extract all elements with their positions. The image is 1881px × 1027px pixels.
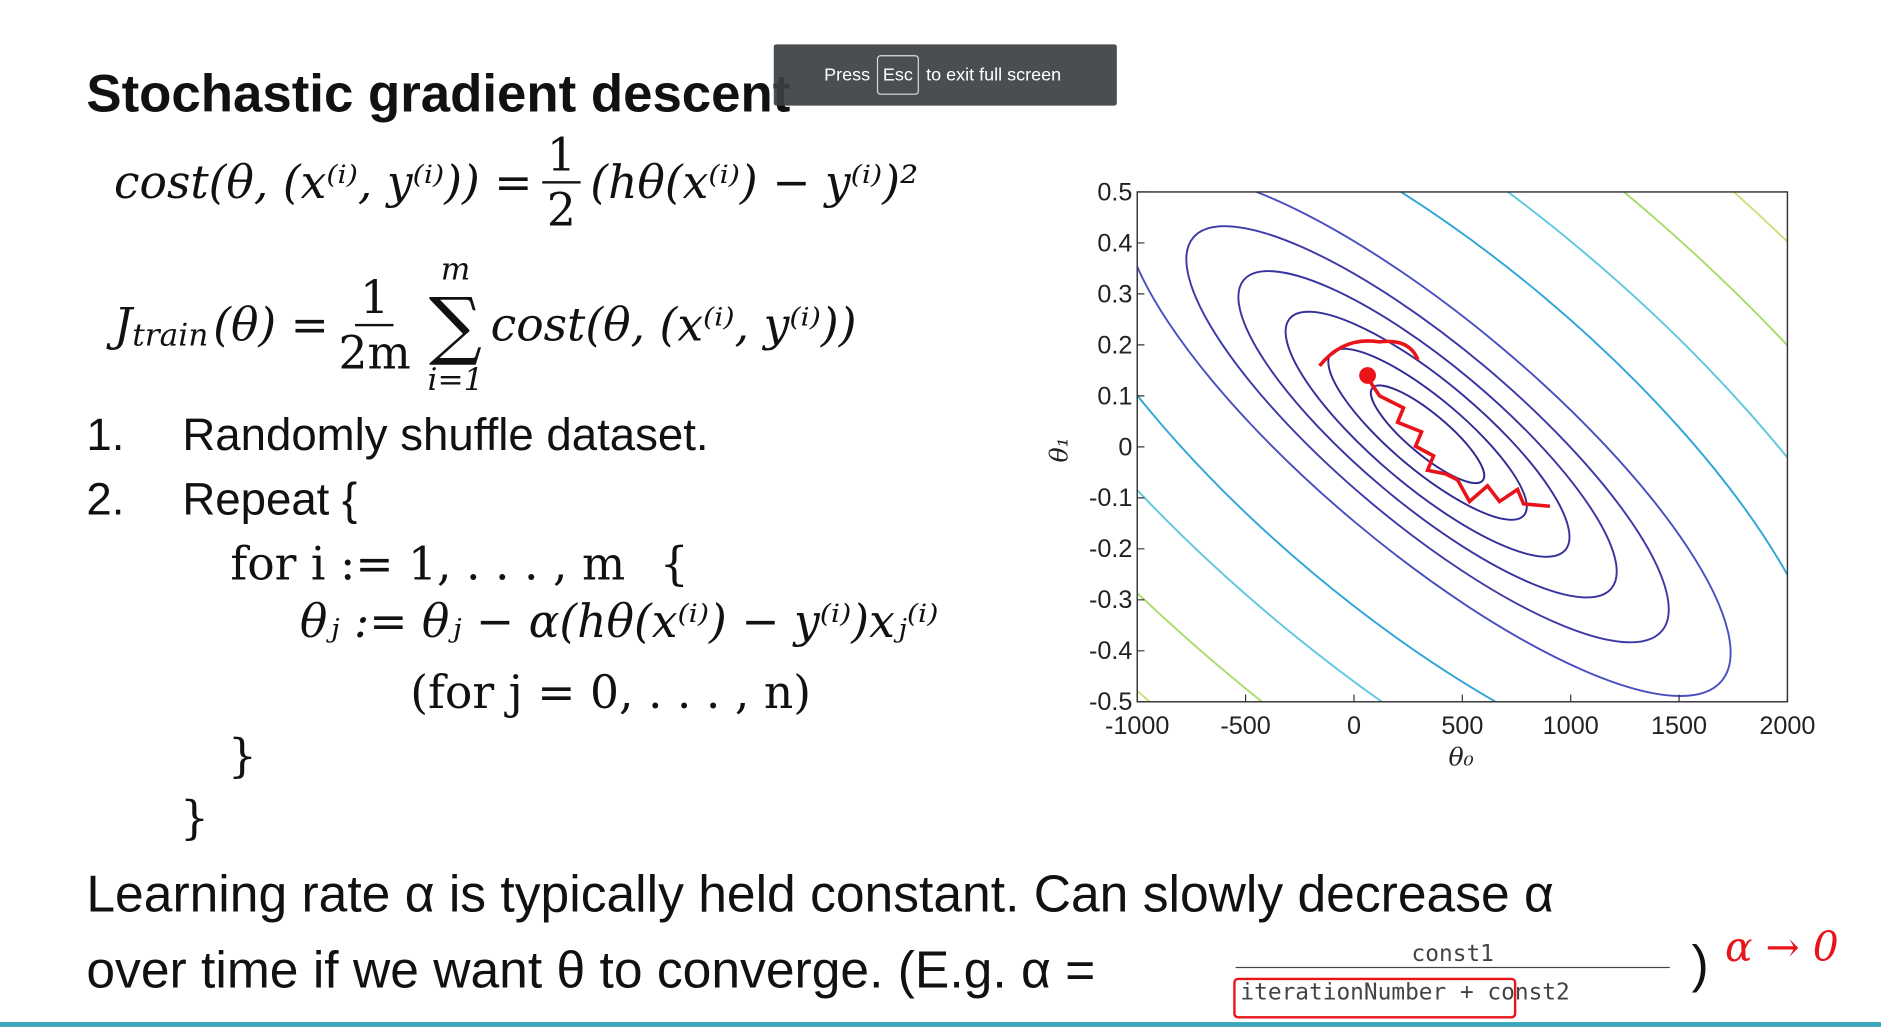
fraction: 1 2m	[338, 271, 410, 379]
sum-sign: ∑	[428, 280, 483, 369]
x-tick-label: 0	[1347, 712, 1361, 740]
y-tick-label: 0.5	[1097, 178, 1132, 206]
y-tick-label: 0.4	[1097, 229, 1132, 257]
contour	[1137, 191, 1788, 702]
y-tick-label: 0.3	[1097, 280, 1132, 308]
footer-line: over time if we want θ to converge. (E.g…	[86, 941, 1096, 1000]
y-tick-label: 0	[1118, 433, 1132, 461]
numerator: const1	[1235, 941, 1670, 969]
key: Esc	[876, 55, 919, 95]
step-text: Repeat {	[182, 475, 358, 526]
brace: }	[179, 791, 209, 845]
sum-bottom: i=1	[427, 362, 484, 399]
eq-lhs: (θ) =	[213, 298, 329, 352]
eq-rhs: (hθ(x⁽ⁱ⁾) − y⁽ⁱ⁾)²	[590, 155, 919, 209]
for-j: (for j = 0, . . . , n)	[410, 665, 812, 719]
bottom-bar	[0, 1022, 1881, 1027]
eq-lhs: J	[113, 298, 133, 352]
eq-lhs: cost(θ, (x⁽ⁱ⁾, y⁽ⁱ⁾)) =	[113, 155, 533, 209]
contour	[1369, 384, 1486, 485]
equation: J train (θ) = 1 2m m ∑ i=1 cost(θ, (x⁽ⁱ⁾, y…	[114, 246, 857, 404]
summation: m ∑ i=1	[427, 252, 483, 398]
brace: }	[227, 729, 257, 783]
title: Stochastic gradient descent	[86, 64, 791, 124]
y-tick-label: 0.2	[1097, 331, 1132, 359]
y-tick-label: 0.1	[1097, 382, 1132, 410]
x-tick-label: -1000	[1105, 712, 1169, 740]
x-tick-label: 2000	[1759, 712, 1815, 740]
sum-top: m	[440, 251, 471, 288]
notice-text: Press	[824, 64, 871, 86]
denominator: 2	[546, 183, 576, 237]
contour	[1137, 191, 1732, 697]
y-label: θ₁	[1045, 437, 1074, 462]
y-tick-label: -0.4	[1089, 637, 1132, 665]
sgd-path	[1318, 339, 1551, 509]
contours	[1137, 191, 1788, 702]
path-dot	[1359, 367, 1376, 384]
step-number: 1.	[86, 410, 125, 461]
contour	[1327, 347, 1528, 521]
plot-frame	[1136, 191, 1789, 703]
contour	[1137, 191, 1788, 702]
annotation: α → 0	[1725, 923, 1839, 972]
y-tick-label: -0.3	[1089, 586, 1132, 614]
y-tick-label: -0.1	[1089, 484, 1132, 512]
notice-text: to exit full screen	[926, 64, 1062, 86]
x-tick-label: 500	[1441, 712, 1483, 740]
y-tick-label: -0.5	[1089, 688, 1132, 716]
contour	[1137, 191, 1788, 702]
brace: {	[659, 537, 689, 591]
denominator: 2m	[338, 326, 411, 380]
eq-rhs: cost(θ, (x⁽ⁱ⁾, y⁽ⁱ⁾))	[490, 298, 857, 352]
numerator: 1	[542, 128, 581, 184]
x-tick-label: -500	[1220, 712, 1270, 740]
step-number: 2.	[86, 475, 125, 526]
contour	[1137, 191, 1788, 702]
path-line	[1366, 376, 1551, 509]
fullscreen-notice: Press Esc to exit full screen	[773, 44, 1117, 106]
update-rule: θⱼ := θⱼ − α(hθ(x⁽ⁱ⁾) − y⁽ⁱ⁾)xⱼ⁽ⁱ⁾	[299, 595, 939, 648]
subscript: train	[132, 317, 209, 354]
footer-line: Learning rate α is typically held consta…	[86, 866, 1554, 924]
step-text: Randomly shuffle dataset.	[182, 410, 709, 461]
contour	[1185, 225, 1670, 644]
y-tick-label: -0.2	[1089, 535, 1132, 563]
x-label: θ₀	[1449, 742, 1474, 771]
numerator: 1	[355, 271, 394, 327]
contour-plot: θ₀ θ₁ -1000 -500 0 500 1000 1500 2000 -0.5 -0.4 -…	[1045, 178, 1816, 771]
path-arc	[1318, 339, 1420, 368]
contour	[1284, 310, 1571, 558]
paren: )	[1691, 935, 1709, 994]
contour	[1137, 191, 1788, 702]
for-line: for i := 1, . . . , m	[230, 537, 626, 591]
x-tick-label: 1000	[1543, 712, 1599, 740]
handwritten-box	[1233, 977, 1517, 1019]
x-tick-label: 1500	[1651, 712, 1707, 740]
contour	[1237, 270, 1618, 599]
